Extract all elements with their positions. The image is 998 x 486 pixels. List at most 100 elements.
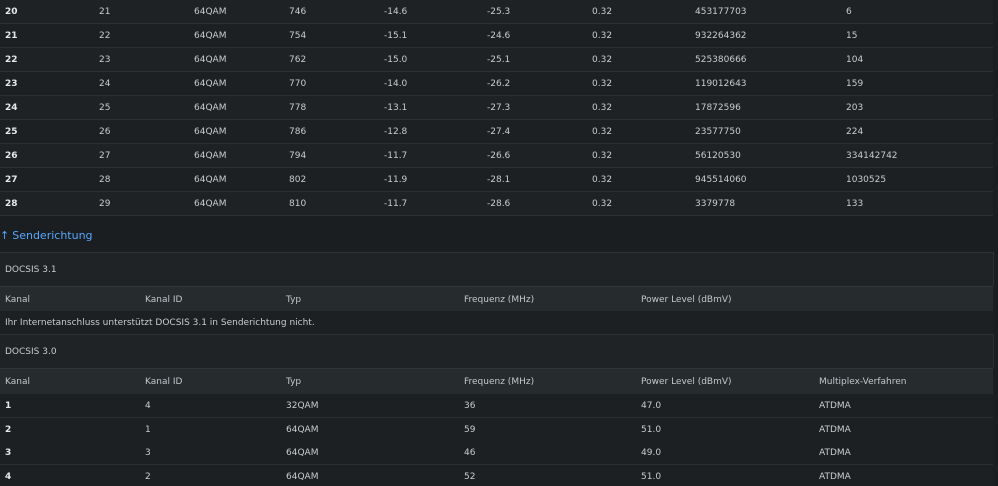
cell-uncorr: 203 xyxy=(846,103,864,113)
col-header-frequenz: Frequenz (MHz) xyxy=(464,377,535,387)
cell-kanal: 21 xyxy=(5,31,18,41)
table-row: 27 28 64QAM 802 -11.9 -28.1 0.32 945514060 10305… xyxy=(0,168,993,192)
cell-mux: ATDMA xyxy=(819,401,851,411)
docsis31-unsupported-note: Ihr Internetanschluss unterstützt DOCSIS… xyxy=(5,318,315,328)
cell-freq: 52 xyxy=(464,471,476,482)
cell-latency: 0.32 xyxy=(592,175,613,185)
cell-typ: 64QAM xyxy=(286,448,319,458)
cell-typ: 64QAM xyxy=(194,55,227,65)
cell-kanal-id: 21 xyxy=(99,7,111,17)
cell-power: 51.0 xyxy=(641,471,662,482)
cell-corr: 23577750 xyxy=(695,127,741,137)
cell-mse: -24.6 xyxy=(487,31,511,41)
cell-kanal: 25 xyxy=(5,127,18,137)
col-header-typ: Typ xyxy=(286,295,302,305)
cell-latency: 0.32 xyxy=(592,151,613,161)
cell-kanal: 1 xyxy=(5,401,12,411)
cell-kanal: 28 xyxy=(5,199,18,209)
table-row: 24 25 64QAM 778 -13.1 -27.3 0.32 17872596 203 xyxy=(0,96,993,120)
cell-kanal: 3 xyxy=(5,448,12,458)
cell-kanal: 20 xyxy=(5,7,18,17)
docsis30-title: DOCSIS 3.0 xyxy=(5,347,57,357)
cell-kanal: 26 xyxy=(5,151,18,161)
cell-kanal: 24 xyxy=(5,103,18,113)
cell-power: -13.1 xyxy=(384,103,408,113)
table-row: 25 26 64QAM 786 -12.8 -27.4 0.32 23577750 224 xyxy=(0,120,993,144)
cell-typ: 32QAM xyxy=(286,401,319,411)
arrow-up-icon: ↑ xyxy=(0,229,10,242)
col-header-multiplex: Multiplex-Verfahren xyxy=(819,377,907,387)
col-header-power-level: Power Level (dBmV) xyxy=(641,377,732,387)
cell-kanal-id: 22 xyxy=(99,31,111,41)
cell-latency: 0.32 xyxy=(592,31,613,41)
table-row: 1 4 32QAM 36 47.0 ATDMA xyxy=(0,394,993,418)
cell-kanal: 2 xyxy=(5,424,12,435)
table-row: 28 29 64QAM 810 -11.7 -28.6 0.32 3379778 133 xyxy=(0,192,993,216)
upstream-section-heading[interactable]: ↑ Senderichtung xyxy=(0,229,93,242)
cell-latency: 0.32 xyxy=(592,127,613,137)
cell-mse: -26.6 xyxy=(487,151,511,161)
cell-freq: 770 xyxy=(289,79,307,89)
col-header-kanal-id: Kanal ID xyxy=(145,377,183,387)
cell-latency: 0.32 xyxy=(592,199,613,209)
cell-kanal-id: 25 xyxy=(99,103,111,113)
cell-kanal: 27 xyxy=(5,175,18,185)
cell-power: -15.0 xyxy=(384,55,408,65)
cell-power: -11.7 xyxy=(384,151,408,161)
cell-kanal-id: 4 xyxy=(145,401,151,411)
table-row: 21 22 64QAM 754 -15.1 -24.6 0.32 932264362 15 xyxy=(0,24,993,48)
cell-latency: 0.32 xyxy=(592,79,613,89)
docsis31-title: DOCSIS 3.1 xyxy=(5,265,57,275)
table-row: 26 27 64QAM 794 -11.7 -26.6 0.32 56120530 334142… xyxy=(0,144,993,168)
col-header-kanal-id: Kanal ID xyxy=(145,295,183,305)
cell-typ: 64QAM xyxy=(286,424,319,435)
cell-freq: 46 xyxy=(464,448,476,458)
docsis30-table-header: Kanal Kanal ID Typ Frequenz (MHz) Power … xyxy=(0,368,993,395)
cell-power: 47.0 xyxy=(641,401,662,411)
cell-corr: 945514060 xyxy=(695,175,747,185)
table-row: 4 2 64QAM 52 51.0 ATDMA xyxy=(0,464,993,486)
cell-freq: 794 xyxy=(289,151,307,161)
cell-kanal-id: 27 xyxy=(99,151,111,161)
cell-uncorr: 334142742 xyxy=(846,151,898,161)
cell-kanal: 4 xyxy=(5,471,12,482)
cell-mux: ATDMA xyxy=(819,471,851,482)
cell-uncorr: 15 xyxy=(846,31,858,41)
table-row: 20 21 64QAM 746 -14.6 -25.3 0.32 453177703 6 xyxy=(0,0,993,24)
cell-uncorr: 1030525 xyxy=(846,175,887,185)
cell-power: -14.6 xyxy=(384,7,408,17)
cell-latency: 0.32 xyxy=(592,103,613,113)
cell-latency: 0.32 xyxy=(592,55,613,65)
cell-power: -12.8 xyxy=(384,127,408,137)
cell-freq: 786 xyxy=(289,127,307,137)
cell-latency: 0.32 xyxy=(592,7,613,17)
cell-kanal-id: 26 xyxy=(99,127,111,137)
cell-kanal: 22 xyxy=(5,55,18,65)
cell-typ: 64QAM xyxy=(194,175,227,185)
cell-kanal-id: 28 xyxy=(99,175,111,185)
col-header-typ: Typ xyxy=(286,377,302,387)
col-header-kanal: Kanal xyxy=(5,377,30,387)
cell-kanal: 23 xyxy=(5,79,18,89)
cell-kanal-id: 24 xyxy=(99,79,111,89)
cell-mse: -27.3 xyxy=(487,103,511,113)
cell-uncorr: 6 xyxy=(846,7,852,17)
col-header-frequenz: Frequenz (MHz) xyxy=(464,295,535,305)
cell-kanal-id: 1 xyxy=(145,424,151,435)
docsis30-panel-header: DOCSIS 3.0 xyxy=(0,334,994,368)
cell-corr: 453177703 xyxy=(695,7,747,17)
cell-mse: -28.6 xyxy=(487,199,511,209)
cell-mse: -25.1 xyxy=(487,55,511,65)
cell-power: -11.9 xyxy=(384,175,408,185)
cell-power: -14.0 xyxy=(384,79,408,89)
cell-corr: 56120530 xyxy=(695,151,741,161)
downstream-channel-table: 20 21 64QAM 746 -14.6 -25.3 0.32 453177703 6 21 22… xyxy=(0,0,993,216)
table-row: 22 23 64QAM 762 -15.0 -25.1 0.32 525380666 104 xyxy=(0,48,993,72)
cell-typ: 64QAM xyxy=(194,199,227,209)
docsis31-panel-header: DOCSIS 3.1 xyxy=(0,252,994,286)
cell-power: -11.7 xyxy=(384,199,408,209)
cell-freq: 778 xyxy=(289,103,307,113)
table-row: 2 1 64QAM 59 51.0 ATDMA xyxy=(0,417,993,442)
cell-typ: 64QAM xyxy=(194,7,227,17)
